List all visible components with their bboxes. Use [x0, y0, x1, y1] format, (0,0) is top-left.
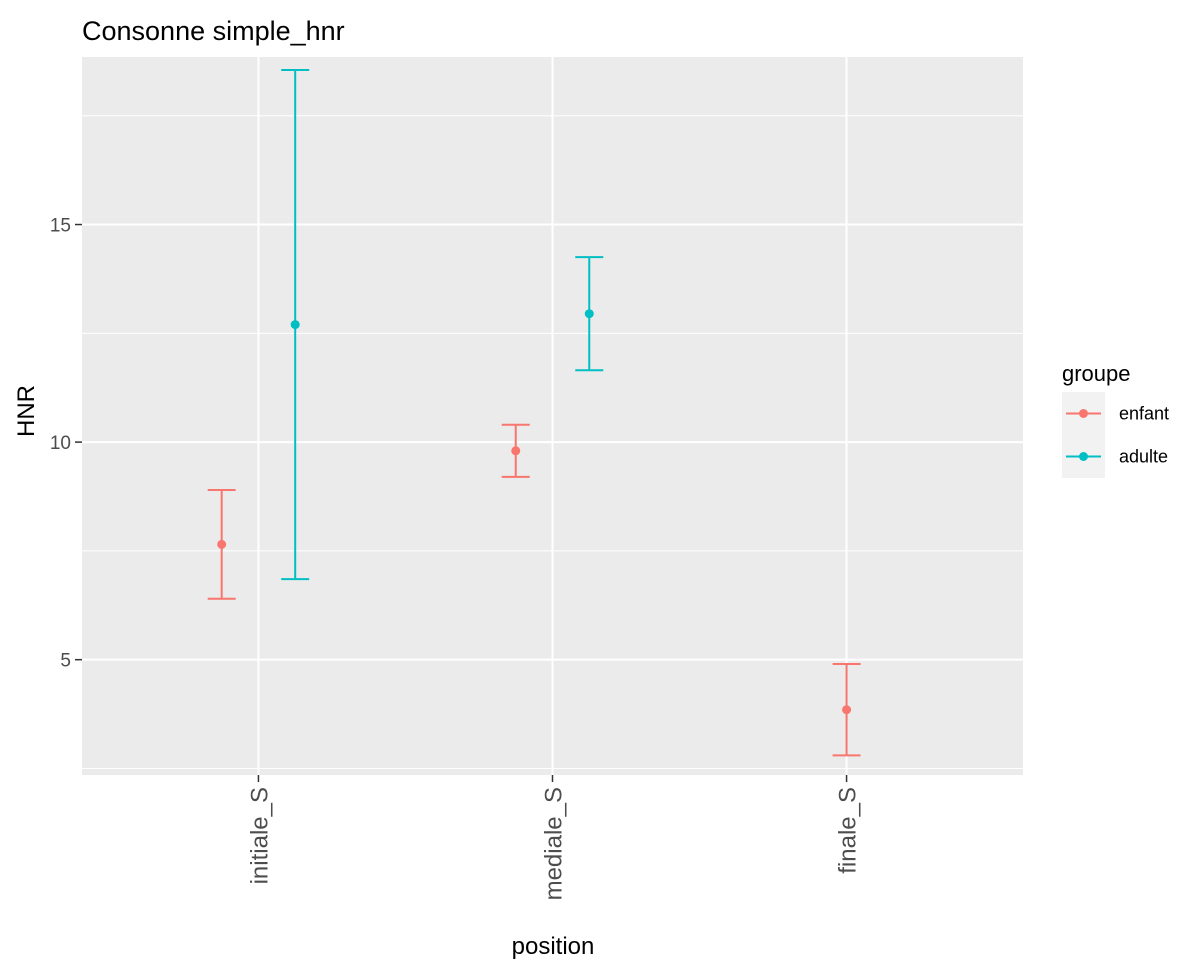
- legend-title: groupe: [1062, 361, 1131, 386]
- errorbar-adulte: [281, 69, 310, 581]
- errorbar-enfant: [501, 423, 530, 478]
- y-axis-title: HNR: [13, 385, 40, 437]
- legend-label: enfant: [1119, 404, 1169, 424]
- data-marks: [207, 69, 861, 757]
- x-tick-label: finale_S: [835, 787, 862, 874]
- y-axis: 5 10 15: [50, 216, 82, 672]
- y-tick-label: 15: [50, 216, 71, 237]
- y-tick-label: 10: [50, 433, 71, 454]
- errorbar-enfant: [207, 488, 236, 600]
- x-axis-title: position: [512, 933, 595, 960]
- legend-label: adulte: [1119, 447, 1168, 467]
- legend-key-point: [1079, 452, 1088, 461]
- x-tick-label: initiale_S: [246, 787, 273, 884]
- grid-lines: [82, 57, 1023, 775]
- mean-point: [511, 446, 521, 456]
- x-tick-label: mediale_S: [541, 787, 568, 900]
- mean-point: [290, 320, 300, 330]
- y-tick-label: 5: [60, 651, 71, 672]
- errorbar-adulte: [575, 256, 604, 372]
- legend: groupe enfant adulte: [1062, 361, 1169, 478]
- mean-point: [217, 539, 227, 549]
- errorbar-enfant: [832, 663, 861, 757]
- legend-key-point: [1079, 409, 1088, 418]
- mean-point: [842, 705, 852, 715]
- x-axis: initiale_S mediale_S finale_S: [246, 775, 862, 900]
- chart-title: Consonne simple_hnr: [82, 16, 345, 46]
- mean-point: [584, 309, 594, 319]
